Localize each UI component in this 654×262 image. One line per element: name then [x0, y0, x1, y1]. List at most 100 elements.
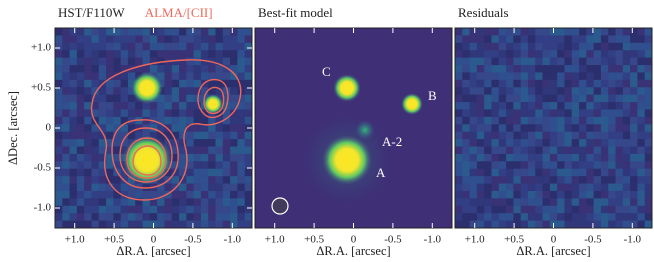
noise-pixel	[179, 161, 187, 169]
noise-pixel	[506, 139, 514, 147]
noise-pixel	[179, 80, 187, 88]
noise-pixel	[77, 161, 85, 169]
noise-pixel	[499, 87, 507, 95]
noise-pixel	[572, 191, 580, 199]
noise-pixel	[194, 206, 202, 214]
noise-pixel	[84, 206, 92, 214]
noise-pixel	[62, 58, 70, 66]
noise-pixel	[194, 191, 202, 199]
noise-pixel	[543, 147, 551, 155]
noise-pixel	[455, 50, 463, 58]
noise-pixel	[572, 72, 580, 80]
noise-pixel	[135, 58, 143, 66]
noise-pixel	[70, 139, 78, 147]
noise-pixel	[499, 58, 507, 66]
noise-pixel	[106, 221, 114, 229]
noise-pixel	[543, 87, 551, 95]
noise-pixel	[579, 35, 587, 43]
image	[255, 28, 452, 228]
noise-pixel	[470, 28, 478, 36]
noise-pixel	[164, 28, 172, 36]
noise-pixel	[477, 221, 485, 229]
noise-pixel	[506, 87, 514, 95]
noise-pixel	[499, 132, 507, 140]
noise-pixel	[616, 109, 624, 117]
noise-pixel	[201, 154, 209, 162]
noise-pixel	[616, 132, 624, 140]
noise-pixel	[521, 87, 529, 95]
noise-pixel	[521, 102, 529, 110]
noise-pixel	[608, 154, 616, 162]
noise-pixel	[121, 95, 129, 103]
noise-pixel	[491, 161, 499, 169]
noise-pixel	[513, 117, 521, 125]
y-tick-label: +1.0	[31, 42, 51, 54]
noise-pixel	[484, 50, 492, 58]
noise-pixel	[550, 132, 558, 140]
noise-pixel	[616, 161, 624, 169]
noise-pixel	[99, 184, 107, 192]
noise-pixel	[543, 154, 551, 162]
noise-pixel	[506, 132, 514, 140]
noise-pixel	[477, 132, 485, 140]
noise-pixel	[630, 43, 638, 51]
noise-pixel	[645, 95, 653, 103]
noise-pixel	[84, 28, 92, 36]
noise-pixel	[55, 35, 63, 43]
noise-pixel	[113, 213, 121, 221]
noise-pixel	[608, 184, 616, 192]
noise-pixel	[550, 80, 558, 88]
noise-pixel	[477, 206, 485, 214]
noise-pixel	[528, 102, 536, 110]
noise-pixel	[455, 28, 463, 36]
noise-pixel	[513, 72, 521, 80]
noise-pixel	[208, 191, 216, 199]
noise-pixel	[594, 87, 602, 95]
noise-pixel	[470, 191, 478, 199]
noise-pixel	[143, 117, 151, 125]
noise-pixel	[164, 206, 172, 214]
noise-pixel	[55, 58, 63, 66]
noise-pixel	[564, 198, 572, 206]
noise-pixel	[77, 147, 85, 155]
noise-pixel	[608, 176, 616, 184]
noise-pixel	[128, 109, 136, 117]
noise-pixel	[91, 161, 99, 169]
noise-pixel	[564, 124, 572, 132]
noise-pixel	[637, 191, 645, 199]
noise-pixel	[106, 50, 114, 58]
noise-pixel	[455, 72, 463, 80]
noise-pixel	[194, 198, 202, 206]
noise-pixel	[630, 176, 638, 184]
noise-pixel	[99, 28, 107, 36]
noise-pixel	[528, 213, 536, 221]
noise-pixel	[91, 132, 99, 140]
noise-pixel	[223, 132, 231, 140]
noise-pixel	[179, 213, 187, 221]
noise-pixel	[77, 191, 85, 199]
noise-pixel	[194, 43, 202, 51]
noise-pixel	[521, 72, 529, 80]
noise-pixel	[623, 58, 631, 66]
noise-pixel	[223, 124, 231, 132]
noise-pixel	[594, 117, 602, 125]
noise-pixel	[572, 102, 580, 110]
noise-pixel	[216, 213, 224, 221]
noise-pixel	[521, 154, 529, 162]
noise-pixel	[637, 206, 645, 214]
noise-pixel	[637, 213, 645, 221]
noise-pixel	[84, 139, 92, 147]
noise-pixel	[623, 176, 631, 184]
noise-pixel	[470, 87, 478, 95]
noise-pixel	[557, 154, 565, 162]
noise-pixel	[630, 198, 638, 206]
x-tick-label: +1.0	[465, 234, 485, 246]
noise-pixel	[506, 35, 514, 43]
noise-pixel	[484, 124, 492, 132]
noise-pixel	[70, 169, 78, 177]
noise-pixel	[513, 184, 521, 192]
noise-pixel	[484, 176, 492, 184]
noise-pixel	[135, 102, 143, 110]
noise-pixel	[223, 50, 231, 58]
noise-pixel	[550, 213, 558, 221]
